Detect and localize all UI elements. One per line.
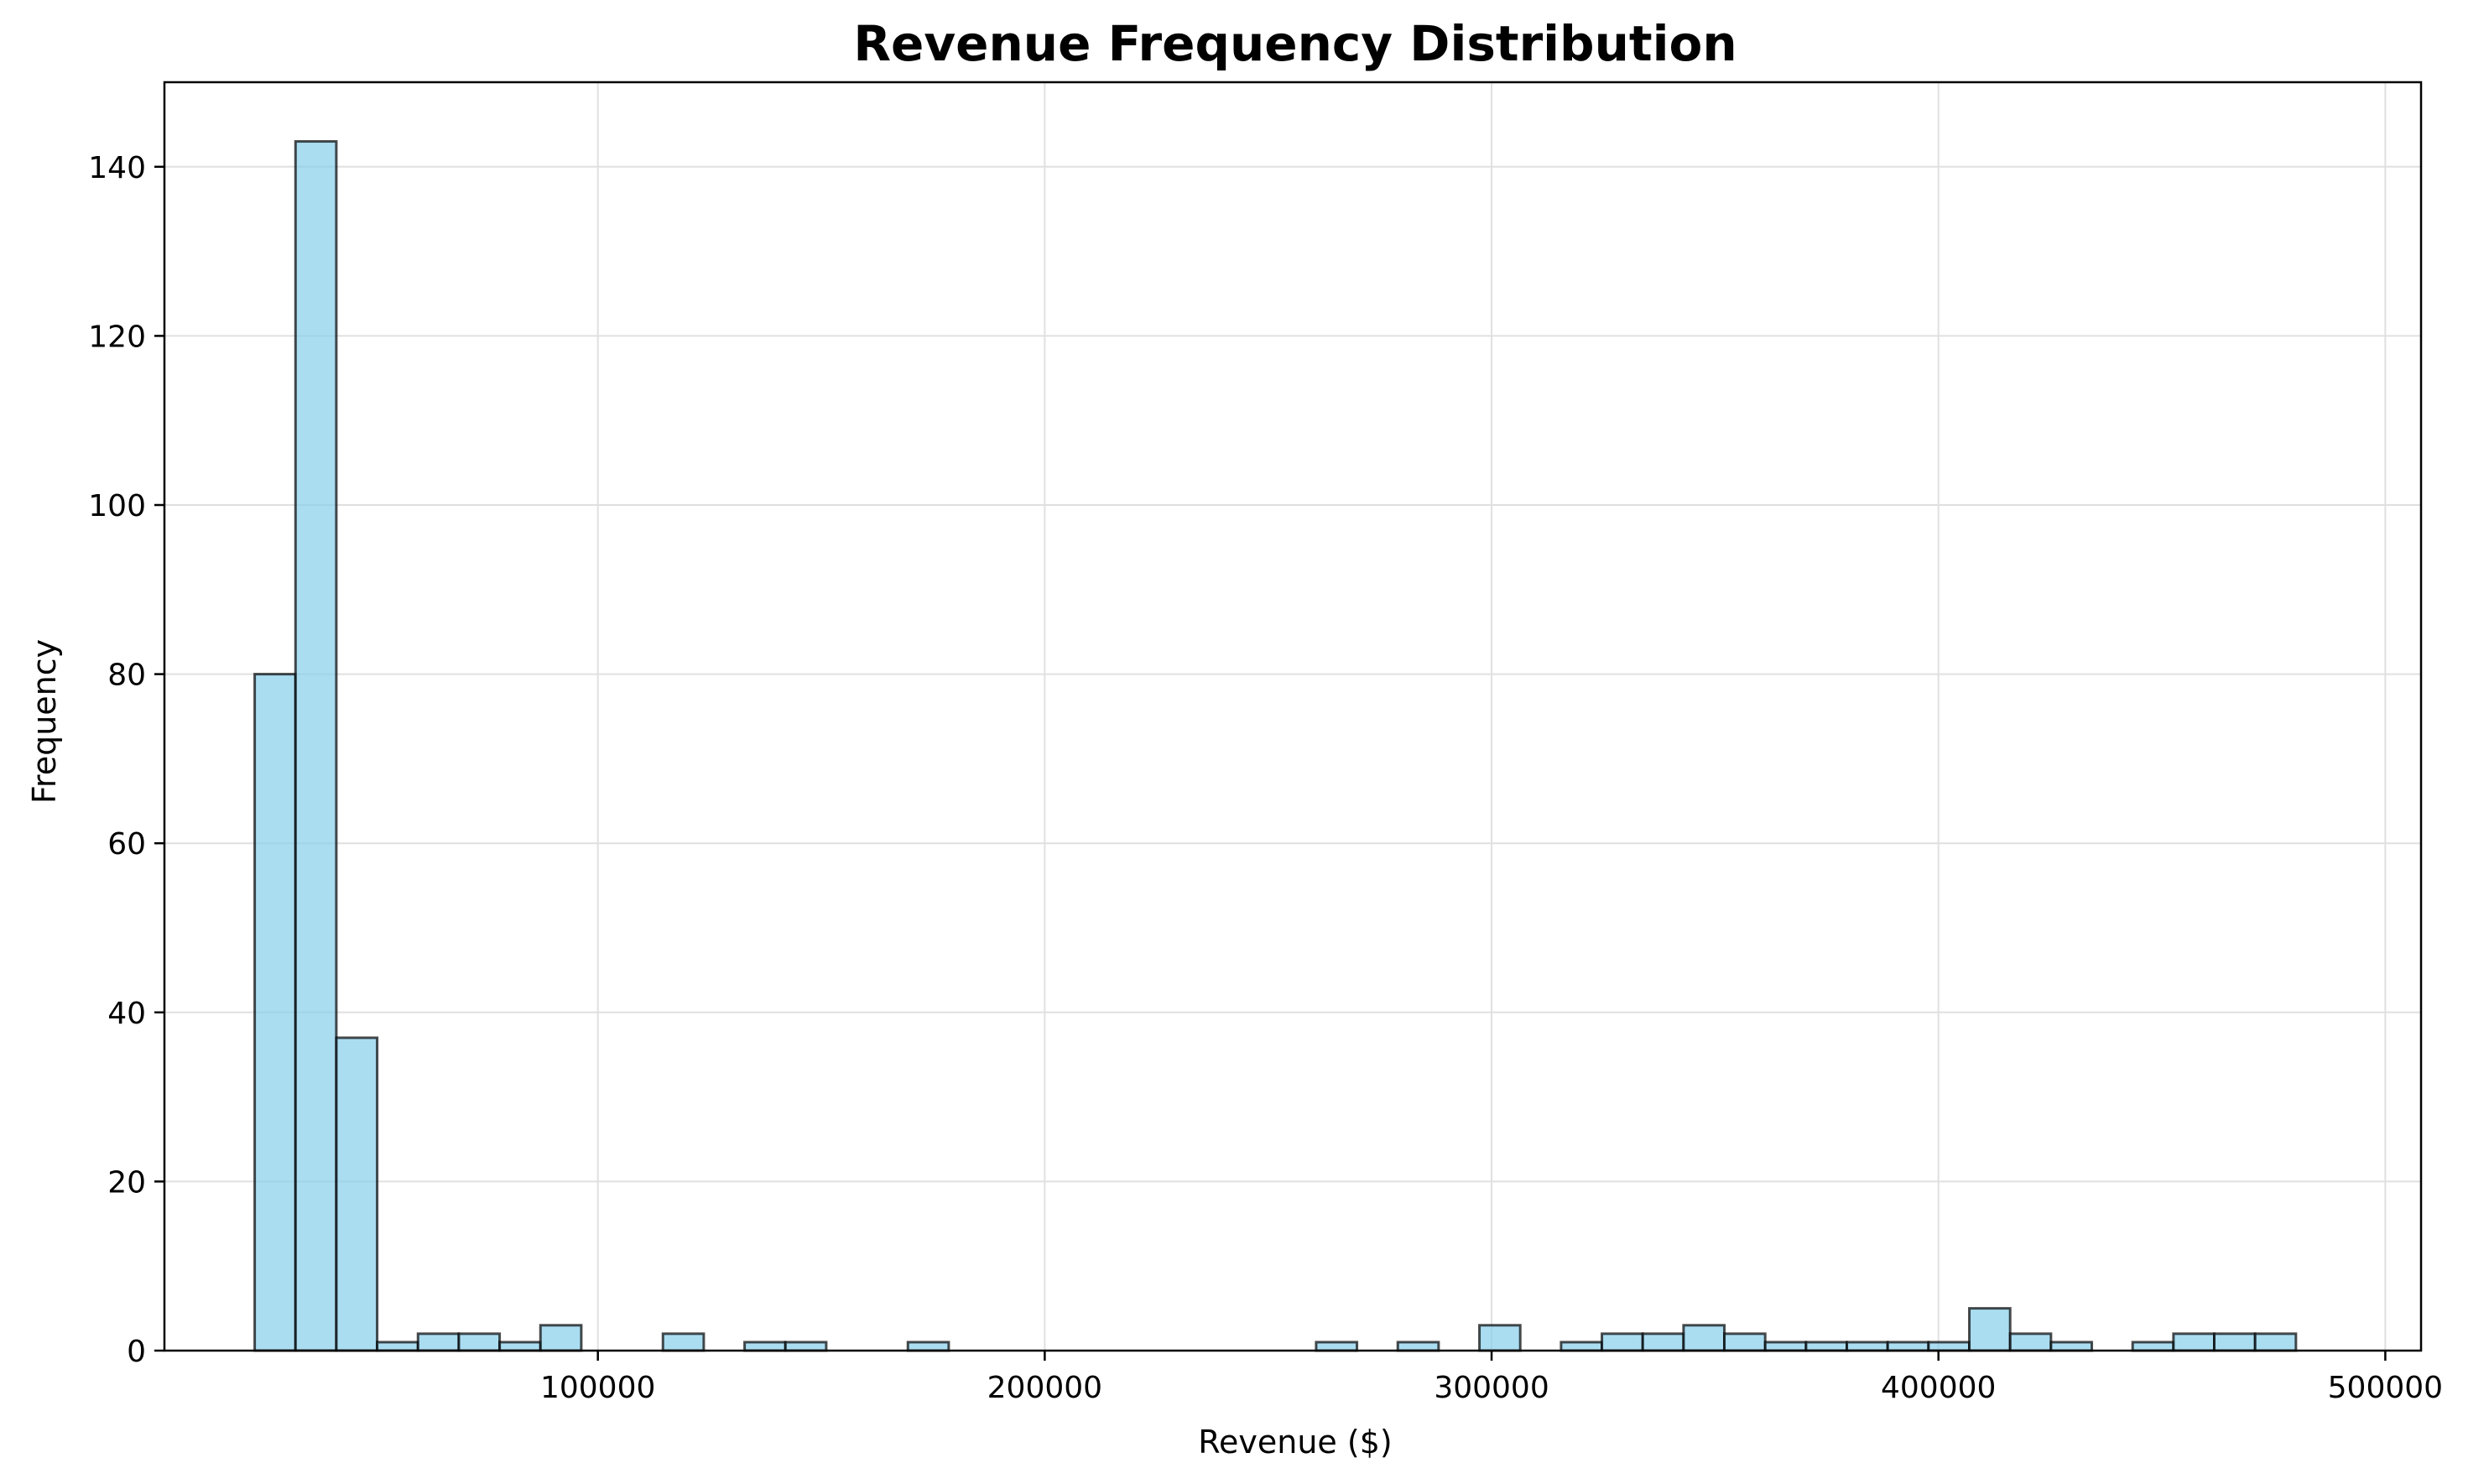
plot-frame <box>163 81 2423 1352</box>
y-tick-label: 20 <box>107 1165 146 1200</box>
y-tick-label: 0 <box>127 1335 146 1369</box>
x-axis-label: Revenue ($) <box>1198 1424 1392 1461</box>
histogram-bar <box>1846 1341 1889 1352</box>
histogram-bar <box>2008 1332 2053 1352</box>
histogram-bar <box>1641 1332 1685 1352</box>
histogram-bar <box>784 1341 828 1352</box>
chart-title: Revenue Frequency Distribution <box>853 15 1737 72</box>
grid-lines <box>164 82 2421 1351</box>
histogram-bar <box>335 1036 379 1352</box>
histogram-bar <box>1804 1341 1849 1352</box>
histogram-bar <box>457 1332 502 1352</box>
histogram-bar <box>1886 1341 1930 1352</box>
histogram-bar <box>1682 1324 1726 1352</box>
y-tick-label: 80 <box>107 659 146 693</box>
histogram-bar <box>498 1341 542 1352</box>
y-tick-label: 140 <box>88 151 146 185</box>
histogram-bar <box>253 673 297 1352</box>
histogram-bars <box>253 140 2298 1352</box>
histogram-bar <box>1927 1341 1971 1352</box>
histogram-bar <box>376 1341 419 1352</box>
histogram-bar <box>2131 1341 2175 1352</box>
histogram-bar <box>2213 1332 2257 1352</box>
y-tick-label: 120 <box>88 320 146 354</box>
histogram-bar <box>1968 1307 2012 1352</box>
x-tick-label: 200000 <box>987 1371 1102 1405</box>
histogram-bar <box>1560 1341 1604 1352</box>
x-tick-label: 300000 <box>1434 1371 1549 1405</box>
histogram-bar <box>1723 1332 1767 1352</box>
histogram-bar <box>1396 1341 1440 1352</box>
histogram-bar <box>2253 1332 2298 1352</box>
histogram-bar <box>661 1332 706 1352</box>
histogram-bar <box>743 1341 787 1352</box>
histogram-bar <box>416 1332 461 1352</box>
histogram-bar <box>906 1341 950 1352</box>
x-tick-label: 500000 <box>2328 1371 2443 1405</box>
axes: 0 20 40 60 80 100 120 140 100000 200000 300000 4000… <box>88 81 2443 1405</box>
histogram-bar <box>1315 1341 1359 1352</box>
histogram-bar <box>294 140 338 1352</box>
x-tick-label: 100000 <box>540 1371 655 1405</box>
histogram-bar <box>1478 1324 1522 1352</box>
histogram-bar <box>2172 1332 2216 1352</box>
histogram-bar <box>2049 1341 2094 1352</box>
y-tick-label: 100 <box>88 489 146 523</box>
histogram-bar <box>1601 1332 1644 1352</box>
histogram-bar <box>1763 1341 1808 1352</box>
histogram-bar <box>539 1324 583 1352</box>
y-tick-label: 40 <box>107 997 146 1031</box>
y-tick-label: 60 <box>107 827 146 862</box>
y-axis-label: Frequency <box>26 639 63 804</box>
x-tick-label: 400000 <box>1881 1371 1996 1405</box>
